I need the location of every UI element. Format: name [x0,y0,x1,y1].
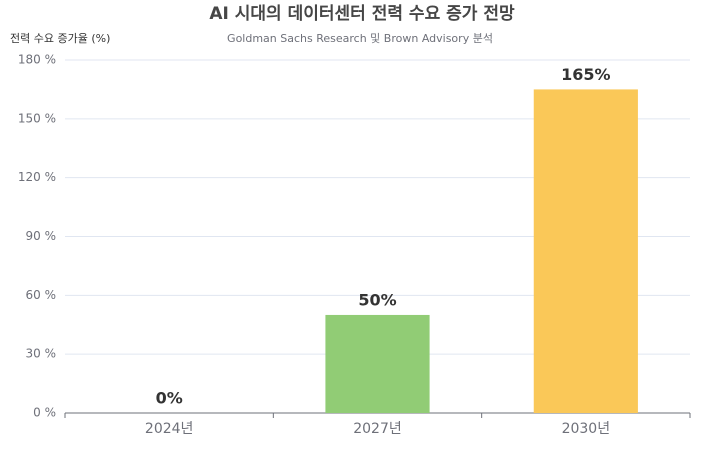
y-axis-label: 전력 수요 증가율 (%) [10,32,110,45]
y-tick-label: 30 % [26,347,57,361]
y-tick-label: 90 % [26,229,57,243]
y-tick-label: 150 % [18,111,56,125]
value-label: 0% [156,389,183,408]
value-label: 50% [358,290,396,309]
chart-title: AI 시대의 데이터센터 전력 수요 증가 전망 [209,4,515,24]
bar [533,89,638,414]
y-tick-label: 120 % [18,170,56,184]
x-tick-label: 2030년 [562,421,611,437]
bar [325,314,430,413]
x-tick-label: 2024년 [145,421,194,437]
value-label: 165% [561,65,610,84]
y-tick-label: 180 % [18,53,56,67]
y-tick-label: 60 % [26,288,57,302]
chart-subtitle: Goldman Sachs Research 및 Brown Advisory … [227,32,493,45]
y-tick-label: 0 % [33,406,56,420]
x-tick-label: 2027년 [353,421,402,437]
